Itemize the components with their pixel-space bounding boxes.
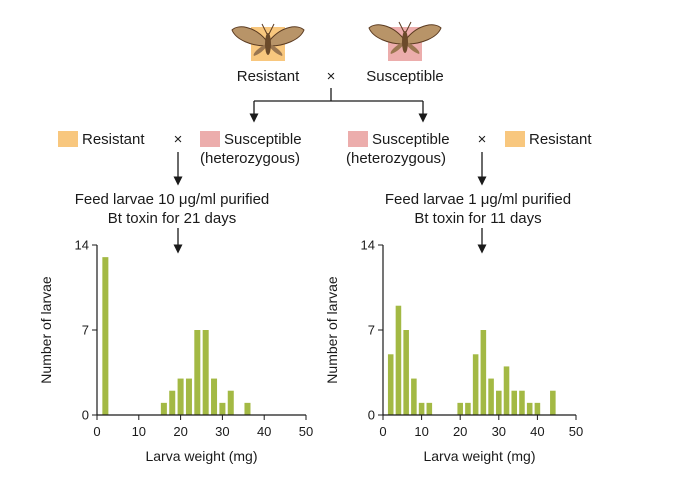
- histogram-bar: [411, 378, 417, 415]
- histogram-bar: [169, 390, 176, 415]
- histogram-bar: [488, 378, 494, 415]
- histogram-bar: [511, 390, 518, 415]
- right-larva-weight-histogram: 0 7 14 0 10 20 30 40 50 Larva weight (mg) Number o…: [324, 238, 583, 465]
- top-susceptible-label: Susceptible: [366, 68, 444, 85]
- left-parent-susceptible-label: Susceptible: [224, 131, 302, 148]
- y-tick-label: 0: [368, 408, 375, 423]
- histogram-bar: [526, 402, 533, 415]
- histogram-bar: [403, 330, 409, 415]
- histogram-bar: [185, 378, 192, 415]
- x-tick-label: 20: [173, 424, 187, 439]
- histogram-bar: [194, 330, 201, 415]
- histogram-bar: [426, 402, 433, 415]
- x-tick-label: 10: [132, 424, 146, 439]
- left-parent-heterozygous-label: (heterozygous): [200, 150, 300, 167]
- histogram-bar: [457, 402, 463, 415]
- left-parent-resistant-label: Resistant: [82, 131, 145, 148]
- histogram-bar: [160, 402, 167, 415]
- right-parent-heterozygous-label: (heterozygous): [346, 150, 446, 167]
- histogram-bar: [550, 390, 556, 415]
- right-parent-resistant-label: Resistant: [529, 131, 592, 148]
- x-tick-label: 30: [215, 424, 229, 439]
- top-cross-symbol: ×: [327, 68, 336, 85]
- left-larva-weight-histogram: 0 7 14 0 10 20 30 40 50 Larva weight (mg) Number o…: [38, 238, 313, 465]
- susceptible-color-swatch: [348, 131, 368, 147]
- y-axis-title: Number of larvae: [324, 276, 340, 384]
- x-axis-title: Larva weight (mg): [423, 448, 535, 464]
- y-tick-label: 14: [361, 238, 375, 253]
- y-tick-label: 0: [82, 408, 89, 423]
- x-tick-label: 40: [530, 424, 544, 439]
- histogram-bar: [177, 378, 184, 415]
- x-tick-label: 20: [453, 424, 467, 439]
- left-cross-symbol: ×: [174, 131, 183, 148]
- x-axis-title: Larva weight (mg): [145, 448, 257, 464]
- histogram-bar: [395, 305, 402, 415]
- cross-branch-connector: [249, 88, 428, 123]
- right-parent-susceptible-label: Susceptible: [372, 131, 450, 148]
- y-tick-label: 7: [82, 323, 89, 338]
- histogram-bar: [211, 378, 218, 415]
- histogram-bar: [418, 402, 425, 415]
- top-resistant-label: Resistant: [237, 68, 300, 85]
- right-treatment-line2: Bt toxin for 11 days: [414, 210, 541, 227]
- histogram-bar: [387, 354, 394, 415]
- left-backcross: Resistant × Susceptible (heterozygous) F…: [58, 131, 302, 254]
- y-axis-title: Number of larvae: [38, 276, 54, 384]
- histogram-bar: [480, 330, 487, 415]
- histogram-bar: [244, 402, 251, 415]
- histogram-bar: [496, 390, 502, 415]
- histogram-bar: [102, 257, 109, 415]
- histogram-bar: [519, 390, 525, 415]
- histogram-bar: [227, 390, 234, 415]
- x-tick-label: 10: [414, 424, 428, 439]
- x-tick-label: 0: [93, 424, 100, 439]
- x-tick-label: 0: [379, 424, 386, 439]
- y-tick-label: 14: [75, 238, 89, 253]
- histogram-bar: [472, 354, 479, 415]
- left-treatment-line2: Bt toxin for 21 days: [108, 210, 236, 227]
- right-treatment-line1: Feed larvae 1 μg/ml purified: [385, 191, 571, 208]
- right-cross-symbol: ×: [478, 131, 487, 148]
- histogram-bar: [534, 402, 541, 415]
- y-tick-label: 7: [368, 323, 375, 338]
- moth-icon: [368, 21, 442, 54]
- histogram-bar: [503, 366, 510, 415]
- x-tick-label: 50: [569, 424, 583, 439]
- susceptible-moth-parent: [368, 21, 442, 61]
- moth-icon: [231, 23, 305, 56]
- right-backcross: Susceptible (heterozygous) × Resistant F…: [346, 131, 592, 254]
- histogram-bar: [465, 402, 471, 415]
- resistant-color-swatch: [505, 131, 525, 147]
- susceptible-color-swatch: [200, 131, 220, 147]
- x-tick-label: 40: [257, 424, 271, 439]
- left-treatment-line1: Feed larvae 10 μg/ml purified: [75, 191, 270, 208]
- histogram-bar: [202, 330, 209, 415]
- resistant-color-swatch: [58, 131, 78, 147]
- x-tick-label: 30: [492, 424, 506, 439]
- histogram-bar: [219, 402, 226, 415]
- x-tick-label: 50: [299, 424, 313, 439]
- resistant-moth-parent: [231, 23, 305, 61]
